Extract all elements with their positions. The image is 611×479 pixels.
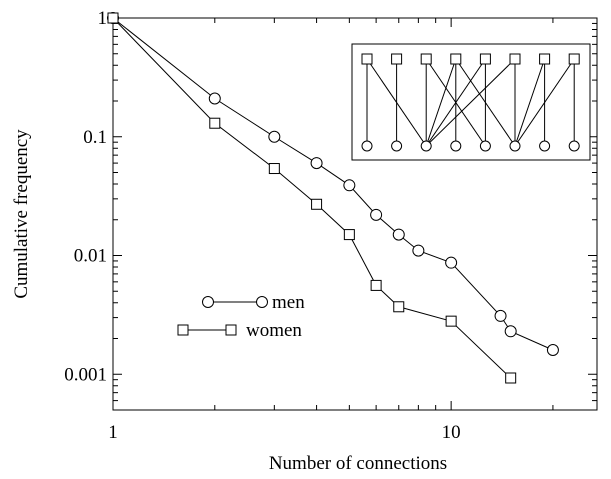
inset-bottom-node (479, 140, 491, 152)
y-tick-label: 1 (98, 8, 108, 29)
inset-top-node (509, 53, 521, 65)
inset-edge (514, 58, 575, 147)
data-point-women (311, 198, 323, 210)
x-tick-label: 1 (108, 422, 118, 443)
legend-item-women: women (177, 320, 302, 341)
legend-label-men: men (272, 292, 305, 313)
series-layer (107, 12, 559, 384)
data-point-women (268, 163, 280, 175)
inset-bottom-node (391, 140, 403, 152)
data-point-men (546, 344, 559, 357)
data-point-men (412, 244, 425, 257)
data-point-men (494, 309, 507, 322)
legend-marker-men-right (256, 296, 268, 308)
legend-marker-women-right (225, 324, 237, 336)
data-point-men (208, 92, 221, 105)
data-point-men (343, 179, 356, 192)
series-women (107, 12, 517, 384)
data-point-women (343, 229, 355, 241)
data-point-women (445, 315, 457, 327)
data-point-women (107, 12, 119, 24)
inset-edge (425, 58, 486, 147)
y-tick-label: 0.1 (83, 127, 107, 148)
x-tick-label: 10 (442, 422, 461, 443)
inset-edge (514, 58, 546, 147)
inset-top-node (539, 53, 551, 65)
inset-top-node (568, 53, 580, 65)
inset-bottom-node (539, 140, 551, 152)
inset-edges (366, 58, 575, 147)
inset-bottom-node (361, 140, 373, 152)
inset-bottom-node (420, 140, 432, 152)
data-point-men (392, 228, 405, 241)
inset-top-node (361, 53, 373, 65)
data-point-women (505, 372, 517, 384)
legend-marker-women-left (177, 324, 189, 336)
y-tick-label: 0.01 (74, 246, 107, 267)
legend-item-men: men (202, 292, 305, 313)
tick-labels: 1 10 1 0.1 0.01 0.001 (64, 8, 460, 443)
inset-top-node (450, 53, 462, 65)
series-men (107, 12, 559, 357)
inset-top-node (391, 53, 403, 65)
data-point-women (370, 279, 382, 291)
y-tick-label: 0.001 (64, 364, 107, 385)
data-point-men (370, 208, 383, 221)
data-point-men (310, 157, 323, 170)
inset-edge (425, 58, 457, 147)
inset-top-node (479, 53, 491, 65)
inset-bottom-node (450, 140, 462, 152)
axis-ticks (112, 17, 597, 411)
legend-marker-men-left (202, 296, 214, 308)
inset-bottom-node (568, 140, 580, 152)
data-point-women (209, 117, 221, 129)
plot-frame (112, 17, 598, 411)
data-point-women (393, 301, 405, 313)
inset-network (351, 43, 591, 161)
inset-top-node (420, 53, 432, 65)
data-point-men (268, 130, 281, 143)
legend-label-women: women (246, 320, 302, 341)
inset-bottom-node (509, 140, 521, 152)
inset-edge (425, 58, 516, 147)
legend: men women (177, 292, 305, 341)
inset-nodes (361, 53, 580, 152)
y-axis-label: Cumulative frequency (11, 129, 32, 299)
x-axis-label: Number of connections (269, 453, 447, 474)
data-point-men (504, 325, 517, 338)
data-point-men (445, 256, 458, 269)
